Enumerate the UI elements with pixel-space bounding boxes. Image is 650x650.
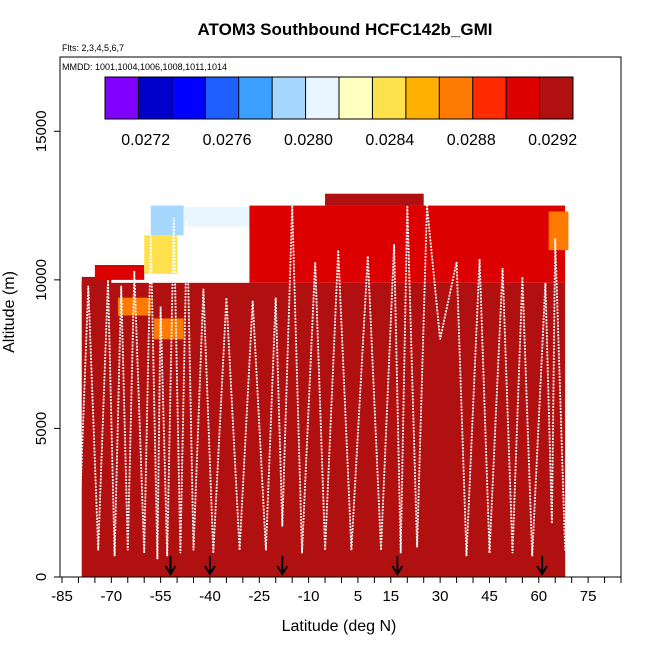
y-tick-label: 15000 [33, 110, 50, 152]
colorbar-tick-label: 0.0272 [121, 132, 170, 149]
location-arrow-2 [276, 556, 289, 576]
x-tick-label: 60 [530, 588, 547, 605]
y-tick-label: 10000 [33, 259, 50, 301]
colorbar-swatch-0 [105, 77, 139, 119]
colorbar-swatch-12 [506, 77, 540, 119]
y-axis-label: Altitude (m) [1, 271, 18, 353]
heatmap-cell-9 [249, 205, 566, 283]
heatmap-cell-8 [183, 207, 250, 227]
colorbar-tick-label: 0.0292 [528, 132, 577, 149]
heatmap-cell-10 [325, 193, 424, 206]
colorbar-swatch-5 [272, 77, 306, 119]
x-tick-label: 5 [354, 588, 362, 605]
flights-label: Flts: 2,3,4,5,6,7 [62, 43, 124, 53]
location-arrow-0 [164, 556, 177, 576]
colorbar-tick-label: 0.0288 [447, 132, 496, 149]
colorbar-swatch-10 [439, 77, 474, 119]
colorbar-swatch-8 [372, 77, 407, 119]
colorbar-swatch-1 [138, 77, 173, 119]
plot-frame [59, 56, 622, 578]
x-tick-label: -55 [150, 588, 172, 605]
colorbar-frame [104, 76, 574, 120]
y-tick-label: 5000 [33, 412, 50, 445]
colorbar-tick-label: 0.0276 [203, 132, 252, 149]
x-axis-label: Latitude (deg N) [282, 618, 397, 635]
heatmap-cell-1 [98, 550, 566, 577]
heatmap-cell-7 [150, 205, 184, 236]
location-arrow-1 [204, 556, 216, 576]
colorbar-swatch-3 [205, 77, 240, 119]
colorbar-swatch-2 [171, 77, 206, 119]
location-arrow-3 [391, 556, 404, 576]
colorbar-tick-label: 0.0284 [365, 132, 414, 149]
x-tick-label: -85 [51, 588, 73, 605]
colorbar-swatch-7 [339, 77, 373, 119]
y-axis: 0 5000 10000 15000 [33, 110, 60, 581]
chart-title: ATOM3 Southbound HCFC142b_GMI [198, 20, 493, 39]
x-tick-label: 45 [481, 588, 498, 605]
x-tick-label: 15 [382, 588, 399, 605]
x-tick-label: 75 [580, 588, 597, 605]
y-tick-label: 0 [33, 573, 50, 581]
colorbar-swatch-4 [238, 77, 273, 119]
x-tick-label: -10 [298, 588, 320, 605]
heatmap-cell-3 [94, 265, 145, 280]
heatmap-cell-5 [154, 318, 184, 340]
colorbar-swatch-13 [539, 77, 574, 119]
colorbar-swatch-6 [305, 77, 340, 119]
location-arrow-4 [536, 556, 548, 576]
colorbar: 0.0272 0.0276 0.0280 0.0284 0.0288 0.0292 [104, 76, 577, 149]
x-tick-label: -70 [100, 588, 122, 605]
x-axis: -85 -70 -55 -40 -25 -10 5 15 30 45 60 75 [51, 577, 622, 605]
arrow-layer [164, 556, 548, 576]
x-tick-label: -25 [248, 588, 270, 605]
colorbar-swatch-11 [472, 77, 507, 119]
heatmap-cell-11 [548, 211, 569, 251]
x-tick-label: -40 [199, 588, 221, 605]
colorbar-swatch-9 [405, 77, 440, 119]
colorbar-tick-label: 0.0280 [284, 132, 333, 149]
x-tick-label: 30 [432, 588, 449, 605]
dates-label: MMDD: 1001,1004,1006,1008,1011,1014 [62, 62, 227, 72]
